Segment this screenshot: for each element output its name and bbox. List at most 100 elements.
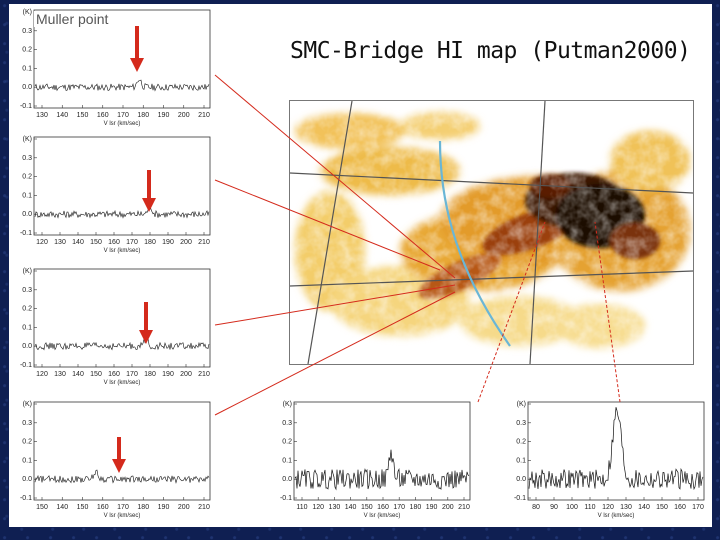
plot-frame bbox=[33, 136, 211, 236]
x-tick-label: 140 bbox=[345, 504, 357, 511]
spectrum-panel-5: (K) 0.3 0.2 0.1 0.0 -0.1 110 120 130 140 150 160 170… bbox=[274, 398, 474, 520]
spectrum-trace bbox=[528, 407, 704, 491]
x-tick-label: 170 bbox=[393, 504, 405, 511]
y-tick-label: (K) bbox=[23, 136, 32, 143]
x-tick-label: 140 bbox=[56, 504, 68, 511]
y-tick-label: -0.1 bbox=[20, 495, 32, 502]
y-tick-label: 0.1 bbox=[22, 192, 32, 199]
x-tick-label: 130 bbox=[620, 504, 632, 511]
x-tick-label: 170 bbox=[126, 239, 138, 246]
x-tick-label: 130 bbox=[329, 504, 341, 511]
x-tick-label: 180 bbox=[144, 371, 156, 378]
spectrum-trace bbox=[34, 335, 210, 351]
y-tick-label: 0.0 bbox=[22, 476, 32, 483]
spectrum-trace bbox=[294, 449, 470, 491]
x-tick-label: 210 bbox=[458, 504, 470, 511]
x-tick-label: 140 bbox=[72, 371, 84, 378]
x-tick-label: 120 bbox=[36, 239, 48, 246]
y-tick-label: 0.3 bbox=[516, 420, 526, 427]
y-tick-label: -0.1 bbox=[514, 495, 526, 502]
spectrum-trace bbox=[34, 79, 210, 92]
x-axis-title: V lsr (km/sec) bbox=[104, 248, 141, 254]
y-tick-label: (K) bbox=[23, 268, 32, 275]
y-tick-label: 0.3 bbox=[282, 420, 292, 427]
y-tick-label: (K) bbox=[517, 401, 526, 408]
y-tick-label: -0.1 bbox=[280, 495, 292, 502]
x-tick-label: 90 bbox=[550, 504, 558, 511]
y-tick-label: 0.0 bbox=[22, 84, 32, 91]
x-tick-label: 120 bbox=[36, 371, 48, 378]
x-tick-label: 160 bbox=[377, 504, 389, 511]
x-tick-label: 130 bbox=[54, 239, 66, 246]
y-tick-label: 0.1 bbox=[22, 65, 32, 72]
x-tick-label: 210 bbox=[198, 504, 210, 511]
x-tick-label: 150 bbox=[90, 371, 102, 378]
x-tick-label: 140 bbox=[638, 504, 650, 511]
x-tick-label: 150 bbox=[656, 504, 668, 511]
x-tick-label: 140 bbox=[56, 112, 68, 119]
x-tick-label: 170 bbox=[126, 371, 138, 378]
x-tick-label: 160 bbox=[108, 239, 120, 246]
y-tick-label: 0.2 bbox=[22, 47, 32, 54]
y-tick-label: 0.0 bbox=[282, 476, 292, 483]
y-tick-label: 0.0 bbox=[516, 476, 526, 483]
x-tick-label: 160 bbox=[108, 371, 120, 378]
x-tick-label: 110 bbox=[584, 504, 595, 511]
plot-frame bbox=[33, 9, 211, 109]
x-tick-label: 100 bbox=[566, 504, 578, 511]
x-tick-label: 170 bbox=[117, 504, 129, 511]
x-tick-label: 200 bbox=[178, 504, 190, 511]
y-tick-label: (K) bbox=[23, 9, 32, 16]
y-tick-label: 0.2 bbox=[516, 439, 526, 446]
x-axis-title: V lsr (km/sec) bbox=[104, 121, 141, 127]
x-tick-label: 120 bbox=[602, 504, 614, 511]
y-tick-label: -0.1 bbox=[20, 362, 32, 369]
y-tick-label: 0.1 bbox=[516, 457, 526, 464]
x-tick-label: 190 bbox=[158, 504, 170, 511]
x-tick-label: 170 bbox=[117, 112, 129, 119]
x-tick-label: 200 bbox=[442, 504, 454, 511]
x-tick-label: 190 bbox=[158, 112, 170, 119]
x-axis-title: V lsr (km/sec) bbox=[104, 513, 141, 519]
y-tick-label: 0.2 bbox=[22, 174, 32, 181]
x-tick-label: 180 bbox=[137, 504, 149, 511]
x-tick-label: 170 bbox=[692, 504, 704, 511]
x-tick-label: 110 bbox=[296, 504, 307, 511]
y-tick-label: 0.1 bbox=[22, 457, 32, 464]
spectrum-panel-2: (K) 0.3 0.2 0.1 0.0 -0.1 120 130 140 150 160 170 180… bbox=[14, 133, 214, 255]
spectrum-panel-6: (K) 0.3 0.2 0.1 0.0 -0.1 80 90 100 110 120 130 140 15… bbox=[508, 398, 708, 520]
x-tick-label: 130 bbox=[36, 112, 48, 119]
x-tick-label: 180 bbox=[410, 504, 422, 511]
x-tick-label: 200 bbox=[180, 239, 192, 246]
x-tick-label: 180 bbox=[137, 112, 149, 119]
x-axis-title: V lsr (km/sec) bbox=[104, 380, 141, 386]
x-tick-label: 210 bbox=[198, 371, 210, 378]
plot-frame bbox=[33, 268, 211, 368]
y-tick-label: 0.1 bbox=[282, 457, 292, 464]
muller-point-label: Muller point bbox=[34, 11, 111, 27]
x-tick-label: 150 bbox=[77, 504, 89, 511]
y-tick-label: 0.0 bbox=[22, 211, 32, 218]
x-tick-label: 80 bbox=[532, 504, 540, 511]
y-tick-label: 0.3 bbox=[22, 155, 32, 162]
spectrum-panel-4: (K) 0.3 0.2 0.1 0.0 -0.1 150 140 150 160 170 180 190… bbox=[14, 398, 214, 520]
x-tick-label: 160 bbox=[674, 504, 686, 511]
y-tick-label: 0.2 bbox=[22, 439, 32, 446]
plot-frame bbox=[33, 401, 211, 501]
x-axis-title: V lsr (km/sec) bbox=[364, 513, 401, 519]
y-tick-label: 0.0 bbox=[22, 343, 32, 350]
y-tick-label: 0.3 bbox=[22, 287, 32, 294]
x-tick-label: 130 bbox=[54, 371, 66, 378]
spectrum-trace bbox=[34, 469, 210, 484]
slide-title: SMC-Bridge HI map (Putman2000) bbox=[290, 38, 691, 64]
y-tick-label: (K) bbox=[283, 401, 292, 408]
x-tick-label: 150 bbox=[36, 504, 48, 511]
y-tick-label: 0.1 bbox=[22, 324, 32, 331]
x-tick-label: 210 bbox=[198, 239, 210, 246]
x-tick-label: 210 bbox=[198, 112, 210, 119]
x-tick-label: 190 bbox=[426, 504, 438, 511]
spectrum-trace bbox=[34, 204, 210, 219]
x-tick-label: 160 bbox=[97, 504, 109, 511]
spectrum-panel-1: (K) 0.3 0.2 0.1 0.0 -0.1 130 140 150 160 170 180 190… bbox=[14, 6, 214, 128]
x-tick-label: 160 bbox=[97, 112, 109, 119]
